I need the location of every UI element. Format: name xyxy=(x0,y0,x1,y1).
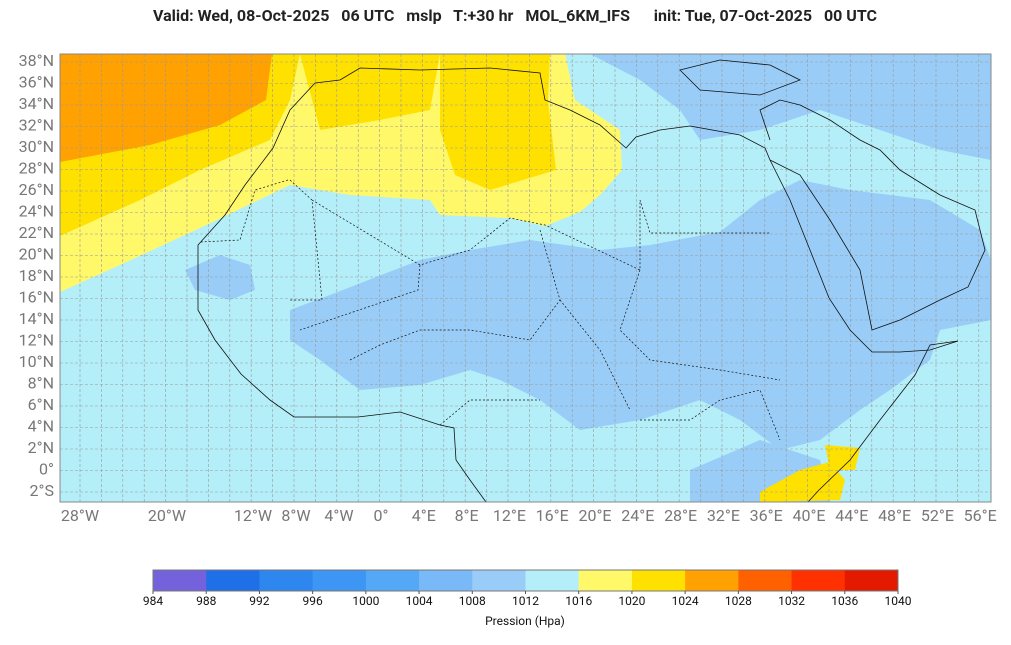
pressure-1024 xyxy=(60,54,272,162)
colorbar-swatch xyxy=(153,570,207,591)
colorbar-tick-label: 1008 xyxy=(459,594,486,608)
lat-label: 2°S xyxy=(30,481,54,500)
colorbar-tick-label: 988 xyxy=(196,594,216,608)
lat-label: 4°N xyxy=(28,417,54,436)
colorbar-tick-label: 1016 xyxy=(565,594,592,608)
lon-label: 0° xyxy=(374,506,389,525)
lat-label: 26°N xyxy=(19,180,54,199)
lat-label: 20°N xyxy=(19,245,54,264)
pressure-1008-areas xyxy=(185,54,991,502)
colorbar-swatch xyxy=(365,570,420,591)
colorbar-tick-label: 992 xyxy=(249,594,269,608)
lon-label: 52°E xyxy=(921,506,954,525)
lon-label: 56°E xyxy=(964,506,997,525)
colorbar-swatch xyxy=(525,570,580,591)
map xyxy=(60,54,991,502)
colorbar-tick-label: 1020 xyxy=(618,594,645,608)
axis-labels: 38°N 36°N 34°N 32°N 30°N 28°N 26°N 24°N 22°N 20°N… xyxy=(19,51,997,525)
lat-label: 18°N xyxy=(19,266,54,285)
colorbar-tick-label: 1024 xyxy=(672,594,699,608)
lon-label: 24°E xyxy=(621,506,654,525)
colorbar-tick-label: 1036 xyxy=(831,594,858,608)
lat-label: 8°N xyxy=(28,374,54,393)
lat-label: 10°N xyxy=(19,352,54,371)
colorbar-tick-label: 1032 xyxy=(778,594,805,608)
lat-label: 12°N xyxy=(19,331,54,350)
borders xyxy=(199,179,781,441)
lat-label: 2°N xyxy=(28,438,54,457)
lon-label: 40°E xyxy=(792,506,825,525)
colorbar: 984 988 992 996 1000 1004 1008 1012 1016 1020 1024… xyxy=(143,569,912,608)
lon-label: 12°E xyxy=(493,506,526,525)
colorbar-tick-label: 1028 xyxy=(725,594,752,608)
lon-label: 36°E xyxy=(750,506,783,525)
colorbar-swatch xyxy=(259,570,314,591)
lon-label: 16°E xyxy=(536,506,569,525)
pressure-1020-east xyxy=(760,445,860,502)
title: Valid: Wed, 08-Oct-2025 06 UTC mslp T:+3… xyxy=(153,6,877,25)
colorbar-tick-label: 1004 xyxy=(406,594,433,608)
map-frame xyxy=(59,53,992,503)
lon-label: 12°W xyxy=(234,506,272,525)
lon-label: 4°W xyxy=(324,506,353,525)
lat-label: 38°N xyxy=(19,51,54,70)
lon-label: 20°W xyxy=(148,506,186,525)
colorbar-tick-label: 1012 xyxy=(512,594,539,608)
pressure-1008 xyxy=(290,180,991,450)
colorbar-tick-label: 996 xyxy=(303,594,323,608)
lat-label: 34°N xyxy=(19,94,54,113)
lat-label: 30°N xyxy=(19,137,54,156)
lat-label: 32°N xyxy=(19,116,54,135)
lon-label: 28°E xyxy=(664,506,697,525)
lon-label: 32°E xyxy=(707,506,740,525)
lon-label: 44°E xyxy=(835,506,868,525)
lon-label: 20°E xyxy=(578,506,611,525)
colorbar-swatch xyxy=(738,570,793,591)
coastline xyxy=(197,59,986,502)
colorbar-swatch xyxy=(472,570,526,591)
colorbar-swatch xyxy=(791,570,846,591)
lat-label: 28°N xyxy=(19,159,54,178)
colorbar-swatch xyxy=(578,570,633,591)
grid xyxy=(60,54,991,502)
lat-label: 36°N xyxy=(19,73,54,92)
colorbar-tick-label: 1000 xyxy=(352,594,379,608)
colorbar-label: Pression (Hpa) xyxy=(485,614,565,628)
colorbar-swatch xyxy=(312,570,367,591)
lat-label: 0° xyxy=(39,460,54,479)
colorbar-swatch xyxy=(631,570,686,591)
lon-label: 8°E xyxy=(455,506,479,525)
lat-label: 14°N xyxy=(19,309,54,328)
lat-label: 6°N xyxy=(28,395,54,414)
lon-label: 4°E xyxy=(412,506,436,525)
colorbar-swatch xyxy=(419,570,473,591)
colorbar-tick-label: 984 xyxy=(143,594,163,608)
lat-label: 24°N xyxy=(19,202,54,221)
colorbar-swatch xyxy=(685,570,739,591)
lat-label: 22°N xyxy=(19,223,54,242)
lon-label: 8°W xyxy=(281,506,310,525)
lat-label: 16°N xyxy=(19,288,54,307)
lon-label: 28°W xyxy=(61,506,99,525)
colorbar-tick-label: 1040 xyxy=(885,594,912,608)
colorbar-swatch xyxy=(206,570,260,591)
colorbar-swatch xyxy=(844,570,899,591)
lon-label: 48°E xyxy=(878,506,911,525)
